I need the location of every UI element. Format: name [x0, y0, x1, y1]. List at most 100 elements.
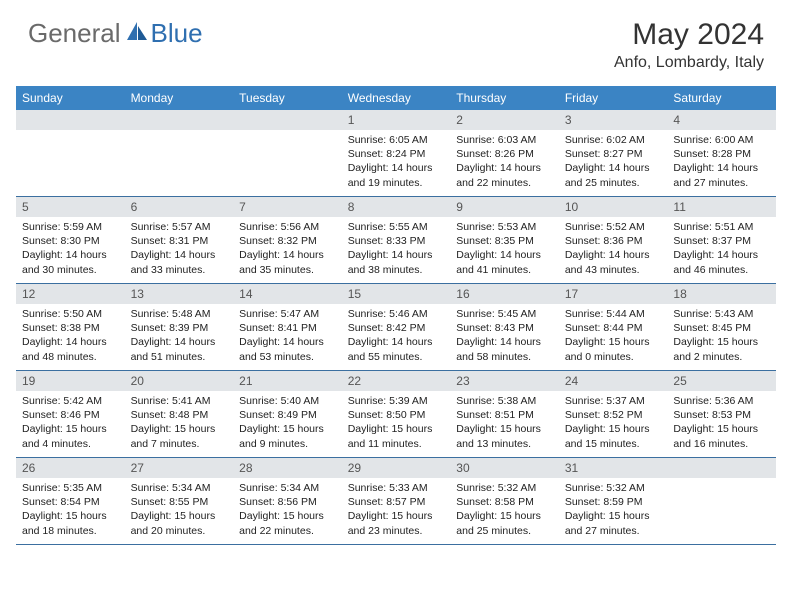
day-line: Sunrise: 5:50 AM — [22, 307, 119, 321]
day-number: 26 — [16, 458, 125, 478]
day-cell — [667, 458, 776, 544]
day-body: Sunrise: 5:51 AMSunset: 8:37 PMDaylight:… — [667, 217, 776, 282]
day-line: Daylight: 15 hours — [456, 422, 553, 436]
day-cell: 30Sunrise: 5:32 AMSunset: 8:58 PMDayligh… — [450, 458, 559, 544]
week-row: 1Sunrise: 6:05 AMSunset: 8:24 PMDaylight… — [16, 110, 776, 197]
day-line: and 25 minutes. — [565, 176, 662, 190]
day-line: and 20 minutes. — [131, 524, 228, 538]
day-line: Sunset: 8:32 PM — [239, 234, 336, 248]
day-line: Daylight: 14 hours — [456, 335, 553, 349]
day-line: and 2 minutes. — [673, 350, 770, 364]
day-line: Sunrise: 5:45 AM — [456, 307, 553, 321]
day-body: Sunrise: 6:00 AMSunset: 8:28 PMDaylight:… — [667, 130, 776, 195]
logo-text-general: General — [28, 18, 121, 49]
day-number: 31 — [559, 458, 668, 478]
title-block: May 2024 Anfo, Lombardy, Italy — [614, 18, 764, 72]
calendar: SundayMondayTuesdayWednesdayThursdayFrid… — [16, 86, 776, 545]
day-body: Sunrise: 5:42 AMSunset: 8:46 PMDaylight:… — [16, 391, 125, 456]
weekday-header: Thursday — [450, 86, 559, 110]
day-line: and 53 minutes. — [239, 350, 336, 364]
day-body: Sunrise: 5:43 AMSunset: 8:45 PMDaylight:… — [667, 304, 776, 369]
day-cell — [125, 110, 234, 196]
month-title: May 2024 — [614, 18, 764, 52]
day-cell: 4Sunrise: 6:00 AMSunset: 8:28 PMDaylight… — [667, 110, 776, 196]
day-line: Daylight: 14 hours — [22, 335, 119, 349]
day-line: Sunrise: 5:55 AM — [348, 220, 445, 234]
weekday-row: SundayMondayTuesdayWednesdayThursdayFrid… — [16, 86, 776, 110]
day-body: Sunrise: 5:47 AMSunset: 8:41 PMDaylight:… — [233, 304, 342, 369]
day-line: Daylight: 15 hours — [565, 509, 662, 523]
week-row: 19Sunrise: 5:42 AMSunset: 8:46 PMDayligh… — [16, 371, 776, 458]
week-row: 5Sunrise: 5:59 AMSunset: 8:30 PMDaylight… — [16, 197, 776, 284]
day-cell: 21Sunrise: 5:40 AMSunset: 8:49 PMDayligh… — [233, 371, 342, 457]
day-line: Daylight: 15 hours — [348, 422, 445, 436]
day-number: 16 — [450, 284, 559, 304]
day-line: and 4 minutes. — [22, 437, 119, 451]
day-cell — [16, 110, 125, 196]
day-line: Sunrise: 5:53 AM — [456, 220, 553, 234]
day-line: Sunset: 8:56 PM — [239, 495, 336, 509]
day-number: 21 — [233, 371, 342, 391]
day-cell: 7Sunrise: 5:56 AMSunset: 8:32 PMDaylight… — [233, 197, 342, 283]
day-cell: 15Sunrise: 5:46 AMSunset: 8:42 PMDayligh… — [342, 284, 451, 370]
day-line: and 0 minutes. — [565, 350, 662, 364]
day-body: Sunrise: 6:03 AMSunset: 8:26 PMDaylight:… — [450, 130, 559, 195]
weekday-header: Sunday — [16, 86, 125, 110]
day-line: Sunset: 8:27 PM — [565, 147, 662, 161]
day-line: Sunset: 8:42 PM — [348, 321, 445, 335]
day-cell: 14Sunrise: 5:47 AMSunset: 8:41 PMDayligh… — [233, 284, 342, 370]
day-line: Daylight: 15 hours — [239, 422, 336, 436]
day-number-empty — [125, 110, 234, 130]
day-line: Daylight: 15 hours — [456, 509, 553, 523]
day-number: 10 — [559, 197, 668, 217]
day-line: and 18 minutes. — [22, 524, 119, 538]
day-cell: 5Sunrise: 5:59 AMSunset: 8:30 PMDaylight… — [16, 197, 125, 283]
weekday-header: Saturday — [667, 86, 776, 110]
day-line: Daylight: 15 hours — [239, 509, 336, 523]
day-line: Daylight: 14 hours — [22, 248, 119, 262]
day-line: Sunrise: 5:37 AM — [565, 394, 662, 408]
day-line: and 16 minutes. — [673, 437, 770, 451]
day-body: Sunrise: 5:41 AMSunset: 8:48 PMDaylight:… — [125, 391, 234, 456]
day-number: 29 — [342, 458, 451, 478]
day-line: Sunrise: 5:47 AM — [239, 307, 336, 321]
day-line: Sunset: 8:59 PM — [565, 495, 662, 509]
day-line: Sunrise: 5:51 AM — [673, 220, 770, 234]
day-number: 6 — [125, 197, 234, 217]
day-body: Sunrise: 5:46 AMSunset: 8:42 PMDaylight:… — [342, 304, 451, 369]
day-cell: 25Sunrise: 5:36 AMSunset: 8:53 PMDayligh… — [667, 371, 776, 457]
day-line: Daylight: 15 hours — [673, 422, 770, 436]
day-body: Sunrise: 5:50 AMSunset: 8:38 PMDaylight:… — [16, 304, 125, 369]
day-line: and 35 minutes. — [239, 263, 336, 277]
day-line: Sunset: 8:46 PM — [22, 408, 119, 422]
day-line: Sunset: 8:37 PM — [673, 234, 770, 248]
day-number: 19 — [16, 371, 125, 391]
weekday-header: Friday — [559, 86, 668, 110]
day-body: Sunrise: 5:53 AMSunset: 8:35 PMDaylight:… — [450, 217, 559, 282]
day-line: Daylight: 14 hours — [673, 248, 770, 262]
day-line: Sunset: 8:57 PM — [348, 495, 445, 509]
day-number: 4 — [667, 110, 776, 130]
day-number: 13 — [125, 284, 234, 304]
day-line: Sunrise: 5:35 AM — [22, 481, 119, 495]
day-line: Daylight: 15 hours — [565, 335, 662, 349]
day-line: Sunrise: 5:59 AM — [22, 220, 119, 234]
day-number: 1 — [342, 110, 451, 130]
day-cell: 1Sunrise: 6:05 AMSunset: 8:24 PMDaylight… — [342, 110, 451, 196]
day-line: Daylight: 14 hours — [131, 335, 228, 349]
day-line: and 7 minutes. — [131, 437, 228, 451]
day-number: 18 — [667, 284, 776, 304]
day-line: Sunrise: 5:42 AM — [22, 394, 119, 408]
day-number: 8 — [342, 197, 451, 217]
day-number: 25 — [667, 371, 776, 391]
day-line: Sunset: 8:50 PM — [348, 408, 445, 422]
day-line: Daylight: 15 hours — [348, 509, 445, 523]
day-line: and 27 minutes. — [673, 176, 770, 190]
day-body: Sunrise: 5:37 AMSunset: 8:52 PMDaylight:… — [559, 391, 668, 456]
day-line: Daylight: 15 hours — [131, 509, 228, 523]
day-line: and 43 minutes. — [565, 263, 662, 277]
day-body: Sunrise: 5:48 AMSunset: 8:39 PMDaylight:… — [125, 304, 234, 369]
day-line: Sunrise: 5:44 AM — [565, 307, 662, 321]
day-line: Sunset: 8:30 PM — [22, 234, 119, 248]
day-line: and 46 minutes. — [673, 263, 770, 277]
